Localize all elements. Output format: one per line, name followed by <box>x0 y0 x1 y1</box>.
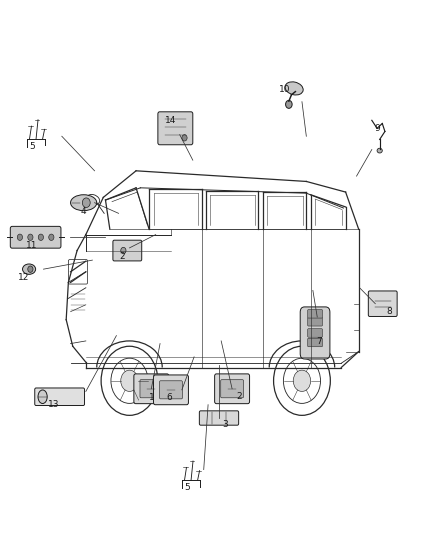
Ellipse shape <box>28 266 33 272</box>
Ellipse shape <box>38 234 43 240</box>
Text: 2: 2 <box>236 392 242 401</box>
Ellipse shape <box>38 390 47 403</box>
Ellipse shape <box>182 135 187 141</box>
Text: 10: 10 <box>279 85 290 94</box>
Text: 9: 9 <box>374 124 380 133</box>
Text: 12: 12 <box>18 273 29 281</box>
Ellipse shape <box>286 100 292 108</box>
FancyBboxPatch shape <box>159 381 182 399</box>
Text: 8: 8 <box>386 307 392 316</box>
Ellipse shape <box>377 148 382 153</box>
Text: 7: 7 <box>317 337 322 346</box>
FancyBboxPatch shape <box>158 112 193 145</box>
FancyBboxPatch shape <box>307 338 322 347</box>
FancyBboxPatch shape <box>11 227 61 248</box>
FancyBboxPatch shape <box>199 411 239 425</box>
Text: 14: 14 <box>165 116 177 125</box>
FancyBboxPatch shape <box>221 379 244 398</box>
Ellipse shape <box>111 358 148 403</box>
FancyBboxPatch shape <box>113 240 142 261</box>
Ellipse shape <box>49 234 54 240</box>
Ellipse shape <box>22 264 35 274</box>
FancyBboxPatch shape <box>307 329 322 337</box>
FancyBboxPatch shape <box>307 310 322 318</box>
Text: 1: 1 <box>149 393 155 402</box>
FancyBboxPatch shape <box>300 307 330 359</box>
FancyBboxPatch shape <box>35 388 85 406</box>
Ellipse shape <box>283 358 321 403</box>
Text: 6: 6 <box>166 393 172 402</box>
Text: 2: 2 <box>120 253 125 261</box>
Ellipse shape <box>17 234 22 240</box>
Text: 5: 5 <box>184 482 190 491</box>
Ellipse shape <box>28 234 33 240</box>
FancyBboxPatch shape <box>215 374 250 403</box>
Ellipse shape <box>82 198 90 207</box>
Ellipse shape <box>101 346 158 415</box>
Ellipse shape <box>71 195 97 211</box>
Ellipse shape <box>121 247 126 254</box>
Ellipse shape <box>121 370 138 391</box>
FancyBboxPatch shape <box>140 379 162 398</box>
Ellipse shape <box>274 346 330 415</box>
FancyBboxPatch shape <box>153 375 188 405</box>
Text: 5: 5 <box>30 142 35 151</box>
FancyBboxPatch shape <box>368 291 397 317</box>
Text: 11: 11 <box>25 241 37 250</box>
Ellipse shape <box>293 370 311 391</box>
Ellipse shape <box>285 82 303 95</box>
FancyBboxPatch shape <box>134 374 169 403</box>
FancyBboxPatch shape <box>307 318 322 326</box>
Text: 3: 3 <box>223 421 229 430</box>
Text: 13: 13 <box>48 400 60 409</box>
Text: 4: 4 <box>81 207 86 216</box>
